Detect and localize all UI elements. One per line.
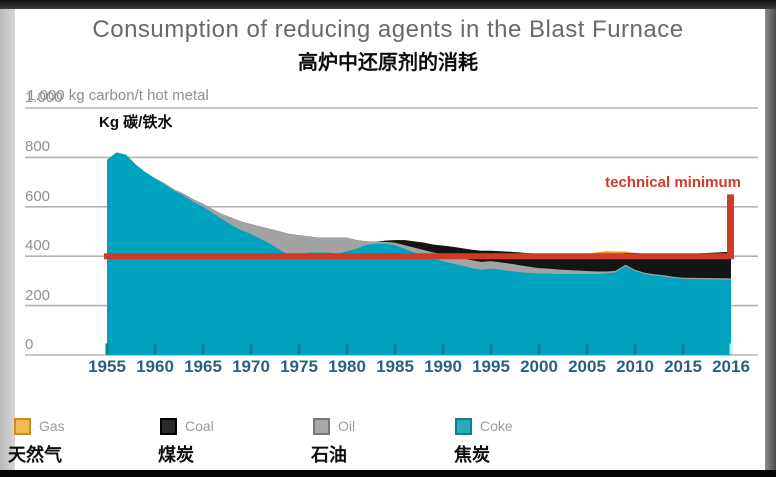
legend-label-oil: Oil xyxy=(338,418,356,434)
y-axis-unit-en: 1.000 kg carbon/t hot metal xyxy=(27,87,209,104)
x-tick-2000: 2000 xyxy=(520,357,558,376)
technical-minimum-annotation: technical minimum xyxy=(605,174,741,191)
y-tick-400: 400 xyxy=(25,237,51,255)
legend-zh-coke: 焦炭 xyxy=(454,445,490,465)
x-tick-2015: 2015 xyxy=(664,357,702,376)
x-tick-1960: 1960 xyxy=(136,357,174,376)
y-tick-800: 800 xyxy=(25,138,51,156)
bottom-border xyxy=(0,470,776,477)
top-border xyxy=(0,0,776,9)
right-border xyxy=(765,9,776,470)
y-axis-unit-zh: Kg 碳/铁水 xyxy=(99,114,173,131)
x-tick-2016: 2016 xyxy=(712,357,750,376)
x-tick-1965: 1965 xyxy=(184,357,222,376)
x-tick-2010: 2010 xyxy=(616,357,654,376)
legend-zh-oil: 石油 xyxy=(311,445,347,465)
legend-label-coke: Coke xyxy=(480,418,513,434)
y-tick-1000: 1.000 xyxy=(25,89,63,106)
coke-swatch-icon xyxy=(455,417,472,435)
legend-item-oil: Oil xyxy=(313,417,355,435)
gas-swatch-icon xyxy=(14,417,31,435)
x-tick-1995: 1995 xyxy=(472,357,510,376)
oil-swatch-icon xyxy=(313,417,330,435)
y-tick-0: 0 xyxy=(25,336,34,353)
x-tick-2005: 2005 xyxy=(568,357,606,376)
y-tick-200: 200 xyxy=(25,286,51,304)
legend-item-gas: Gas xyxy=(14,417,65,435)
legend-label-coal: Coal xyxy=(185,418,214,434)
x-tick-1990: 1990 xyxy=(424,357,462,376)
y-tick-600: 600 xyxy=(25,187,51,205)
x-tick-1980: 1980 xyxy=(328,357,366,376)
x-tick-1985: 1985 xyxy=(376,357,414,376)
chart-title: Consumption of reducing agents in the Bl… xyxy=(92,16,684,43)
legend-zh-gas: 天然气 xyxy=(8,445,62,465)
coal-swatch-icon xyxy=(160,417,177,435)
legend-label-gas: Gas xyxy=(39,418,65,434)
left-border xyxy=(0,9,15,470)
chart-subtitle-zh: 高炉中还原剂的消耗 xyxy=(298,52,478,74)
x-tick-1975: 1975 xyxy=(280,357,318,376)
x-tick-1970: 1970 xyxy=(232,357,270,376)
x-tick-1955: 1955 xyxy=(88,357,126,376)
legend-zh-coal: 煤炭 xyxy=(158,445,194,465)
legend-item-coal: Coal xyxy=(160,417,214,435)
legend-item-coke: Coke xyxy=(455,417,513,435)
